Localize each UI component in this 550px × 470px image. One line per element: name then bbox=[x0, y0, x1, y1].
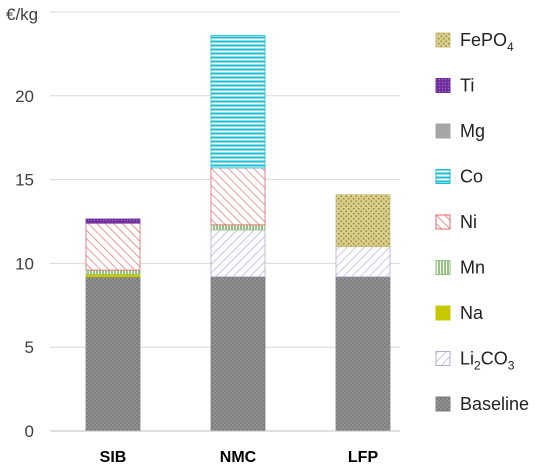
legend-label: Mn bbox=[460, 258, 485, 278]
x-tick-label: NMC bbox=[220, 449, 257, 466]
legend-label: Li2CO3 bbox=[460, 349, 515, 373]
bar-segment-lfp-li2co3 bbox=[335, 246, 391, 278]
legend-swatch bbox=[435, 214, 451, 230]
bar-segment-sib-ni bbox=[85, 222, 141, 271]
legend: FePO4 Ti Mg Co Ni Mn Na Li2CO3 Baseline bbox=[435, 30, 529, 414]
y-axis: 0 5 10 15 20 bbox=[15, 87, 34, 441]
legend-item-baseline: Baseline bbox=[435, 394, 529, 414]
legend-label: Ni bbox=[460, 212, 477, 232]
legend-label: Ti bbox=[460, 76, 474, 96]
legend-item-fepo4: FePO4 bbox=[435, 30, 514, 54]
legend-item-co: Co bbox=[435, 167, 483, 187]
legend-swatch bbox=[435, 351, 451, 366]
bar-segment-sib-baseline bbox=[85, 276, 141, 432]
y-tick-label: 0 bbox=[25, 422, 34, 441]
legend-swatch bbox=[435, 123, 451, 139]
bar-segment-lfp-baseline bbox=[335, 276, 391, 432]
bar-segment-nmc-mn bbox=[210, 224, 266, 231]
legend-swatch bbox=[435, 396, 451, 412]
legend-swatch bbox=[435, 260, 451, 275]
bar-segment-lfp-fepo4 bbox=[335, 194, 391, 248]
bar-segment-sib-mn bbox=[85, 269, 141, 275]
legend-label: Co bbox=[460, 167, 483, 187]
legend-label: Na bbox=[460, 303, 484, 323]
legend-swatch bbox=[435, 305, 451, 321]
bars bbox=[85, 35, 391, 432]
y-tick-label: 15 bbox=[15, 171, 34, 190]
bar-segment-sib-ti bbox=[85, 218, 141, 224]
y-tick-label: 20 bbox=[15, 87, 34, 106]
bar-segment-nmc-baseline bbox=[210, 276, 266, 432]
legend-item-mg: Mg bbox=[435, 121, 485, 141]
legend-swatch bbox=[435, 169, 451, 184]
legend-swatch bbox=[435, 78, 451, 93]
y-tick-label: 5 bbox=[25, 338, 34, 357]
legend-label: FePO4 bbox=[460, 30, 514, 54]
legend-swatch bbox=[435, 32, 451, 48]
x-axis: SIB NMC LFP bbox=[100, 449, 379, 466]
bar-segment-nmc-co bbox=[210, 35, 266, 169]
y-axis-unit-label: €/kg bbox=[6, 5, 38, 24]
x-tick-label: LFP bbox=[348, 449, 379, 466]
legend-item-na: Na bbox=[435, 303, 484, 323]
bar-segment-nmc-ni bbox=[210, 167, 266, 226]
legend-item-ni: Ni bbox=[435, 212, 477, 232]
bar-segment-nmc-li2co3 bbox=[210, 229, 266, 278]
legend-label: Mg bbox=[460, 121, 485, 141]
y-tick-label: 10 bbox=[15, 254, 34, 273]
legend-item-li2co3: Li2CO3 bbox=[435, 349, 515, 373]
x-tick-label: SIB bbox=[100, 449, 127, 466]
legend-label: Baseline bbox=[460, 394, 529, 414]
legend-item-ti: Ti bbox=[435, 76, 474, 96]
legend-item-mn: Mn bbox=[435, 258, 485, 278]
